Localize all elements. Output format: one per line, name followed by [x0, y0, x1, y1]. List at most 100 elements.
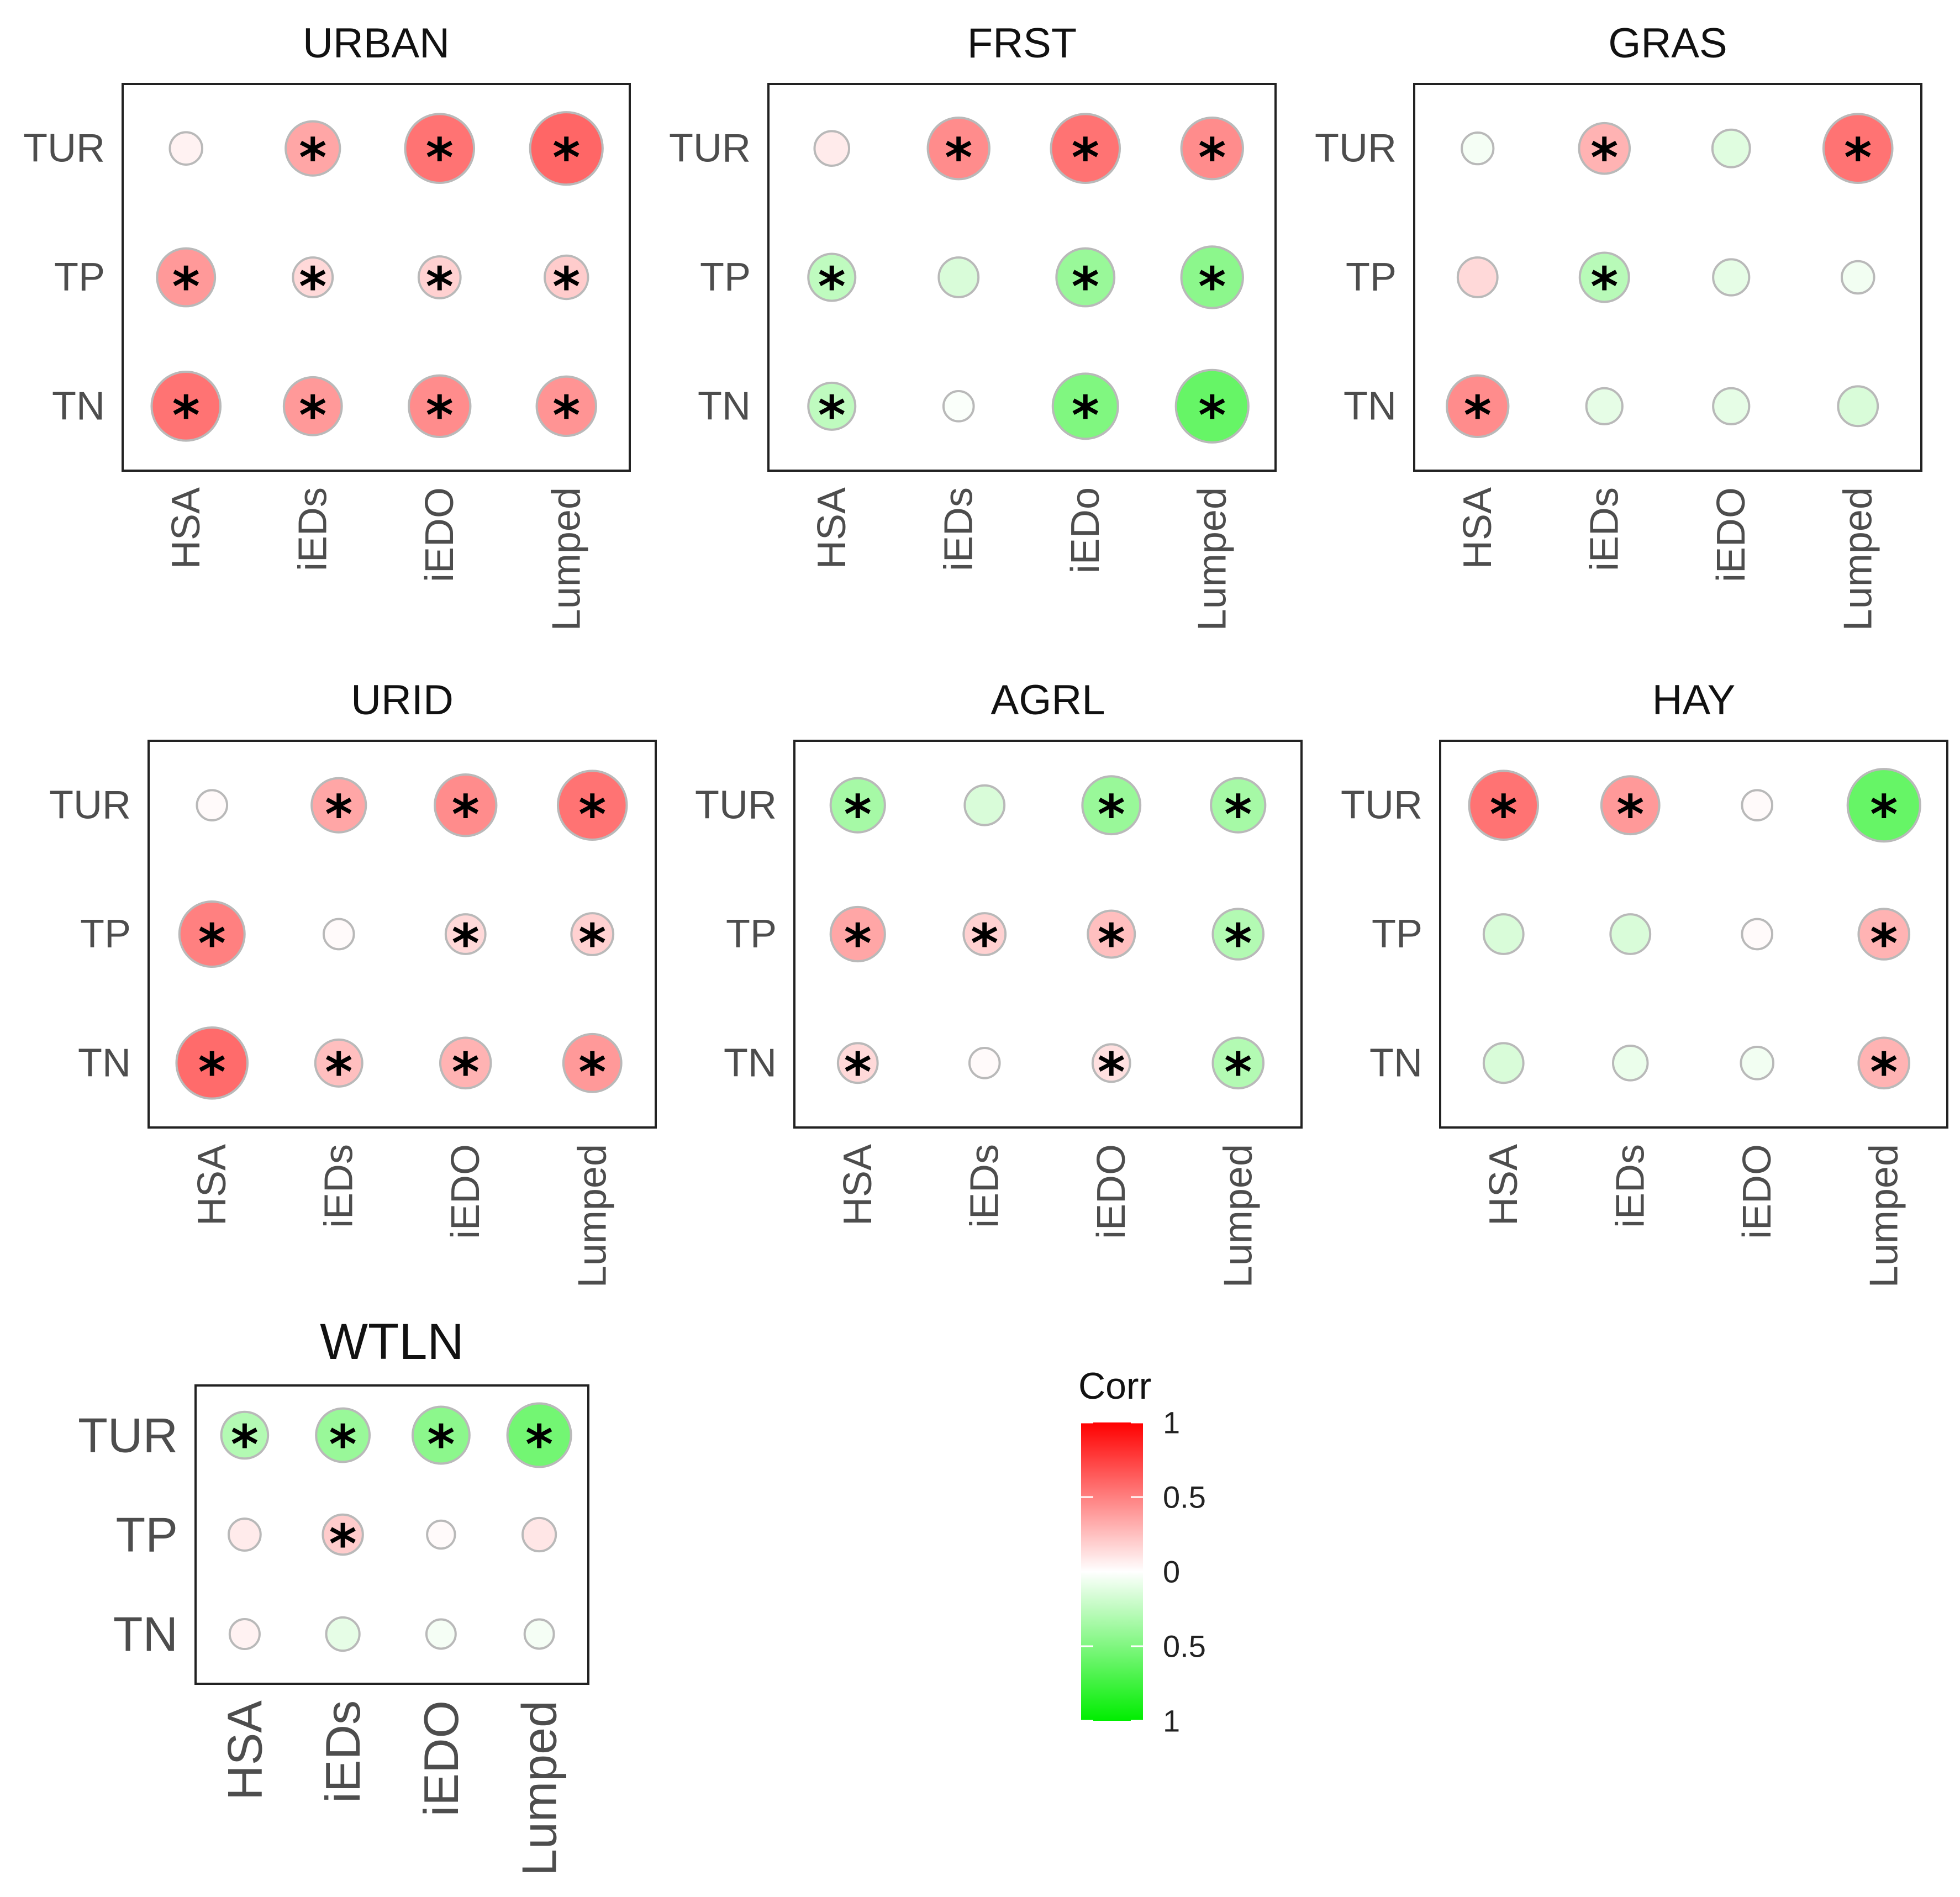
panel-agrl: AGRL TUR TP TN HSA iEDs iEDO Lumped * * * * * * * * * *: [695, 677, 1303, 1288]
column-label-ieds: iEDs: [1608, 1144, 1652, 1228]
corr-dot-tn-hsa: [836, 1042, 879, 1084]
panel-urid: URID TUR TP TN HSA iEDs iEDO Lumped * * * * * * * * * *: [49, 677, 657, 1288]
corr-dot-tur-iedo: [434, 773, 498, 837]
corr-dot-tn-lumped: [535, 375, 597, 438]
corr-dot-tp-lumped: [1180, 245, 1244, 309]
corr-dot-tp-hsa: [178, 900, 246, 968]
corr-dot-tn-hsa: [175, 1026, 249, 1100]
significance-star: *: [818, 385, 846, 447]
panel-title: WTLN: [320, 1314, 464, 1370]
row-label-tp: TP: [80, 912, 131, 956]
corr-dot-tn-iedo: [1740, 1046, 1775, 1081]
significance-star: *: [452, 784, 480, 846]
significance-star: *: [426, 385, 454, 447]
significance-star: *: [1870, 1042, 1898, 1104]
significance-star: *: [1464, 385, 1492, 447]
corr-dot-tur-iedo: [1741, 789, 1774, 821]
corr-dot-tn-lumped: [562, 1032, 623, 1093]
significance-star: *: [1616, 784, 1644, 846]
column-label-iedo: iEDO: [1709, 487, 1753, 582]
column-label-ieds: iEDs: [962, 1144, 1007, 1228]
legend-ticks: 1 0.5 0 0.5 1: [1081, 1405, 1206, 1738]
row-label-tn: TN: [1343, 384, 1397, 428]
corr-dot-tn-ieds: [968, 1047, 1001, 1079]
corr-dot-tur-hsa: [813, 130, 851, 167]
corr-dot-tp-ieds: [937, 256, 980, 298]
corr-dot-tp-ieds: [322, 918, 355, 951]
panel-urban: URBAN TUR TP TN HSA iEDs iEDO Lumped * * * * * * * * * * *: [23, 20, 631, 631]
corr-dot-tur-hsa: [168, 131, 204, 166]
corr-dot-tur-iedo: [411, 1405, 471, 1465]
corr-dot-tur-ieds: [310, 777, 367, 834]
corr-dot-tur-lumped: [556, 770, 628, 841]
column-label-hsa: HSA: [190, 1144, 234, 1226]
corr-dot-tp-iedo: [1055, 247, 1116, 308]
row-label-tur: TUR: [49, 783, 131, 828]
corr-dot-tur-lumped: [1180, 116, 1244, 181]
column-label-iedo: iEDO: [1735, 1144, 1779, 1239]
significance-star: *: [1590, 127, 1618, 189]
corr-dot-tn-lumped: [1837, 385, 1879, 428]
column-label-hsa: HSA: [1456, 487, 1500, 569]
row-label-tur: TUR: [23, 127, 105, 171]
row-label-tp: TP: [1372, 912, 1422, 956]
corr-dot-tp-ieds: [1609, 913, 1652, 955]
row-label-tp: TP: [1346, 255, 1397, 299]
significance-star: *: [1072, 385, 1099, 447]
corr-dot-tur-iedo: [1050, 113, 1121, 184]
chart-panels: URBAN TUR TP TN HSA iEDs iEDO Lumped * * * * * * * * * * *…: [23, 20, 1948, 1876]
row-label-tp: TP: [116, 1508, 178, 1562]
panel-title: AGRL: [991, 677, 1105, 724]
corr-dot-tur-lumped: [506, 1402, 572, 1468]
corr-dot-tur-ieds: [284, 120, 341, 177]
row-label-tp: TP: [700, 255, 751, 299]
panel-title: FRST: [967, 20, 1077, 67]
corr-dot-tur-iedo: [1711, 128, 1751, 168]
corr-dot-tp-lumped: [1857, 908, 1911, 961]
significance-star: *: [231, 1414, 259, 1476]
significance-star: *: [172, 385, 200, 447]
corr-dot-tur-ieds: [1600, 775, 1661, 836]
significance-star: *: [325, 1042, 352, 1104]
legend-title: Corr: [1078, 1365, 1151, 1407]
column-label-ieds: iEDs: [1582, 487, 1626, 571]
column-label-lumped: Lumped: [1216, 1144, 1260, 1288]
corr-dot-tp-hsa: [156, 247, 217, 308]
corr-dot-tur-hsa: [220, 1410, 270, 1460]
significance-star: *: [971, 913, 998, 974]
corr-dot-tn-lumped: [1174, 368, 1250, 444]
significance-star: *: [1072, 256, 1099, 318]
panel-frame: [194, 1384, 589, 1685]
panel-title: URID: [351, 677, 454, 724]
significance-star: *: [1224, 784, 1252, 846]
color-legend: Corr 1 0.5 0 0.5 1: [1078, 1365, 1206, 1738]
corr-dot-tn-hsa: [807, 381, 857, 431]
panel-title: HAY: [1652, 677, 1736, 724]
corr-dot-tur-lumped: [1210, 777, 1267, 834]
significance-star: *: [525, 1414, 553, 1476]
column-label-hsa: HSA: [217, 1700, 272, 1800]
corr-dot-tn-lumped: [523, 1618, 555, 1650]
corr-dot-tp-hsa: [807, 252, 857, 302]
column-label-iedo: iEDo: [1063, 487, 1108, 573]
corr-dot-tp-iedo: [1087, 909, 1136, 959]
corr-dot-tur-hsa: [196, 789, 229, 821]
corr-dot-tp-hsa: [227, 1517, 262, 1552]
panel-gras: GRAS TUR TP TN HSA iEDs iEDO Lumped * * * *: [1315, 20, 1922, 631]
significance-star: *: [299, 256, 326, 318]
significance-star: *: [426, 256, 454, 318]
significance-star: *: [1198, 256, 1226, 318]
corr-dot-tn-ieds: [325, 1616, 361, 1652]
corr-dot-tp-iedo: [426, 1519, 456, 1550]
column-label-ieds: iEDs: [315, 1700, 370, 1803]
row-label-tn: TN: [1369, 1041, 1422, 1085]
corr-dot-tp-iedo: [444, 913, 487, 955]
panel-frame: [147, 740, 657, 1129]
corr-dot-tn-ieds: [942, 390, 975, 423]
significance-star: *: [1224, 913, 1252, 974]
corr-dot-tn-hsa: [150, 371, 222, 442]
significance-star: *: [1198, 385, 1226, 447]
panel-frame: [767, 83, 1277, 472]
column-label-hsa: HSA: [164, 487, 208, 569]
significance-star: *: [844, 913, 872, 974]
